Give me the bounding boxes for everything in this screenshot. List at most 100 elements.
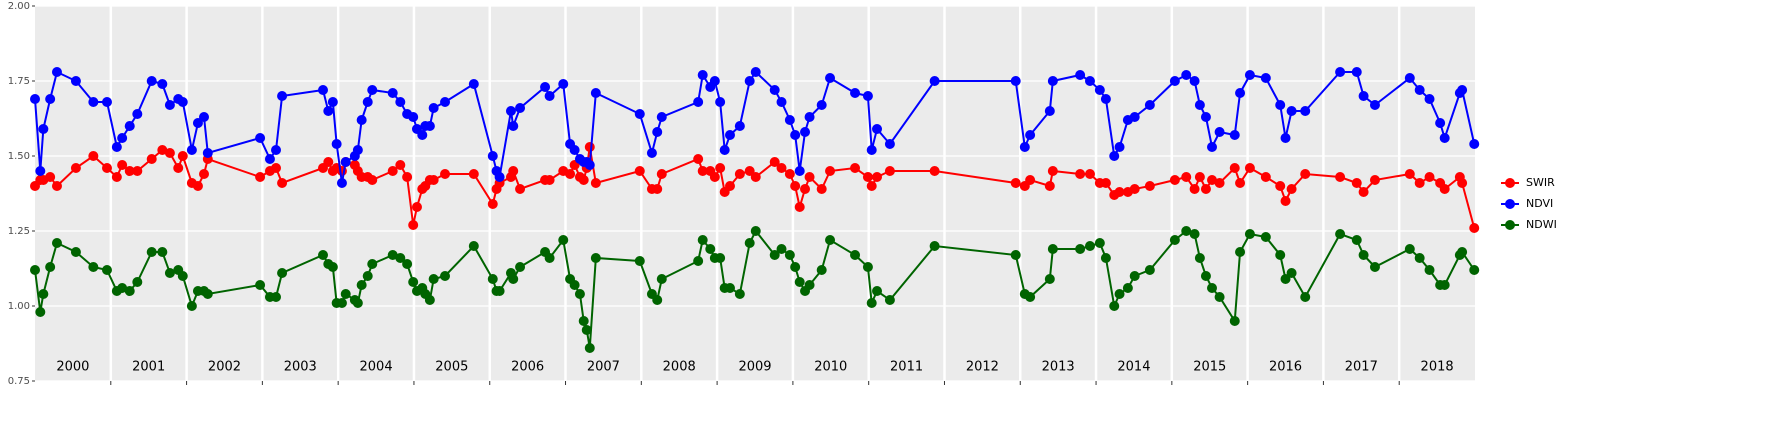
point bbox=[1369, 100, 1380, 110]
point bbox=[1244, 70, 1255, 80]
point bbox=[794, 202, 805, 212]
point bbox=[1094, 238, 1105, 248]
point bbox=[790, 262, 801, 272]
point bbox=[440, 169, 451, 179]
point bbox=[1260, 73, 1271, 83]
point bbox=[508, 166, 519, 176]
year-label: 2008 bbox=[663, 360, 696, 375]
point bbox=[1129, 112, 1140, 122]
point bbox=[734, 289, 745, 299]
point bbox=[558, 79, 569, 89]
point bbox=[590, 178, 601, 188]
point bbox=[1424, 94, 1435, 104]
point bbox=[1075, 244, 1086, 254]
point bbox=[1100, 253, 1111, 263]
point bbox=[1469, 223, 1480, 233]
y-tick-label: 2.00 bbox=[8, 1, 30, 12]
point bbox=[1404, 244, 1415, 254]
point bbox=[117, 283, 128, 293]
point bbox=[124, 166, 135, 176]
point bbox=[1044, 274, 1055, 284]
point bbox=[177, 97, 188, 107]
point bbox=[862, 91, 873, 101]
point bbox=[1404, 169, 1415, 179]
point bbox=[356, 115, 367, 125]
point bbox=[102, 163, 112, 173]
point bbox=[590, 88, 601, 98]
point bbox=[1200, 271, 1211, 281]
point bbox=[362, 97, 373, 107]
point bbox=[1207, 142, 1218, 152]
legend-marker bbox=[1505, 178, 1515, 188]
point bbox=[362, 271, 373, 281]
point bbox=[1300, 106, 1311, 116]
point bbox=[697, 70, 708, 80]
point bbox=[1300, 292, 1311, 302]
point bbox=[652, 184, 663, 194]
point bbox=[1109, 301, 1120, 311]
point bbox=[340, 157, 351, 167]
point bbox=[327, 97, 338, 107]
point bbox=[697, 235, 708, 245]
year-label: 2015 bbox=[1193, 360, 1226, 375]
point bbox=[277, 268, 288, 278]
point bbox=[800, 127, 811, 137]
point bbox=[1235, 178, 1246, 188]
point bbox=[816, 184, 827, 194]
legend-label: NDWI bbox=[1526, 218, 1557, 231]
point bbox=[1200, 184, 1211, 194]
point bbox=[387, 250, 398, 260]
point bbox=[866, 145, 877, 155]
point bbox=[1084, 241, 1095, 251]
point bbox=[656, 169, 667, 179]
point bbox=[1335, 67, 1346, 77]
point bbox=[323, 106, 334, 116]
point bbox=[769, 250, 780, 260]
point bbox=[1235, 247, 1246, 257]
point bbox=[544, 253, 555, 263]
point bbox=[540, 82, 551, 92]
point bbox=[1181, 70, 1192, 80]
point bbox=[1129, 271, 1140, 281]
point bbox=[719, 145, 730, 155]
point bbox=[277, 178, 288, 188]
point bbox=[186, 145, 197, 155]
point bbox=[784, 169, 795, 179]
point bbox=[1286, 106, 1297, 116]
point bbox=[652, 295, 663, 305]
point bbox=[70, 247, 81, 257]
point bbox=[1286, 184, 1297, 194]
year-label: 2005 bbox=[435, 360, 468, 375]
point bbox=[884, 166, 895, 176]
y-tick-label: 1.00 bbox=[8, 301, 30, 312]
point bbox=[468, 241, 479, 251]
point bbox=[872, 124, 883, 134]
year-label: 2018 bbox=[1421, 360, 1454, 375]
point bbox=[402, 172, 413, 182]
point bbox=[776, 163, 787, 173]
point bbox=[1169, 235, 1180, 245]
point bbox=[1351, 235, 1362, 245]
point bbox=[1414, 178, 1425, 188]
point bbox=[804, 112, 815, 122]
point bbox=[1280, 196, 1291, 206]
point bbox=[744, 238, 755, 248]
point bbox=[51, 67, 62, 77]
point bbox=[1235, 88, 1246, 98]
point bbox=[1244, 163, 1255, 173]
point bbox=[1275, 181, 1286, 191]
point bbox=[408, 220, 419, 230]
point bbox=[192, 181, 203, 191]
point bbox=[1260, 172, 1271, 182]
point bbox=[367, 259, 378, 269]
point bbox=[428, 175, 439, 185]
point bbox=[1200, 112, 1211, 122]
point bbox=[1122, 283, 1133, 293]
point bbox=[1229, 130, 1240, 140]
point bbox=[804, 280, 815, 290]
point bbox=[508, 274, 519, 284]
point bbox=[45, 94, 56, 104]
point bbox=[146, 154, 157, 164]
point bbox=[515, 103, 526, 113]
